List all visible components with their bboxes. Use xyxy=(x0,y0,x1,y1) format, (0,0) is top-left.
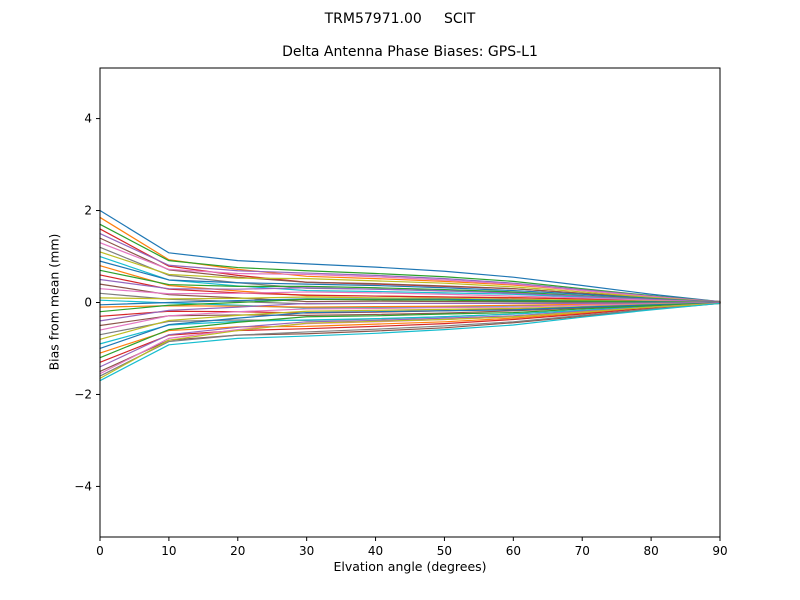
series-line-L15 xyxy=(99,278,721,303)
y-tick-label: 0 xyxy=(84,296,92,310)
series-line-L33 xyxy=(99,302,721,359)
series-line-L40 xyxy=(99,302,721,382)
x-tick-label: 0 xyxy=(96,544,104,558)
y-tick-label: −4 xyxy=(74,479,92,493)
series-line-L01 xyxy=(99,209,721,303)
series-line-L38 xyxy=(99,302,721,377)
series-line-L27 xyxy=(99,302,721,331)
series-line-L17 xyxy=(99,288,721,304)
axes-title: Delta Antenna Phase Biases: GPS-L1 xyxy=(282,44,538,60)
figure-suptitle: TRM57971.00 SCIT xyxy=(324,11,476,27)
series-line-L39 xyxy=(99,302,721,379)
x-axis-label: Elvation angle (degrees) xyxy=(333,559,487,574)
x-tick-label: 60 xyxy=(506,544,521,558)
series-line-L14 xyxy=(99,274,721,303)
series-line-L26 xyxy=(99,302,721,327)
series-line-L03 xyxy=(99,223,721,303)
x-tick-label: 30 xyxy=(299,544,314,558)
series-line-L36 xyxy=(99,302,721,373)
series-line-L30 xyxy=(99,302,721,345)
series-line-L07 xyxy=(99,242,721,303)
x-tick-label: 90 xyxy=(712,544,727,558)
series-line-L22 xyxy=(99,301,721,308)
series-line-L11 xyxy=(99,260,721,303)
series-line-L34 xyxy=(99,302,721,363)
y-tick-label: 4 xyxy=(84,112,92,126)
x-tick-label: 10 xyxy=(161,544,176,558)
x-tick-label: 70 xyxy=(575,544,590,558)
x-tick-label: 20 xyxy=(230,544,245,558)
series-line-L31 xyxy=(99,302,721,350)
x-tick-label: 40 xyxy=(368,544,383,558)
y-tick-label: −2 xyxy=(74,387,92,401)
series-line-L19 xyxy=(99,296,721,304)
series-line-L25 xyxy=(99,301,721,322)
x-tick-label: 80 xyxy=(643,544,658,558)
y-tick-label: 2 xyxy=(84,204,92,218)
series-line-L10 xyxy=(99,255,721,303)
x-tick-label: 50 xyxy=(437,544,452,558)
series-line-L23 xyxy=(99,298,721,313)
series-line-L05 xyxy=(99,232,721,303)
series-line-L09 xyxy=(99,251,721,303)
series-line-L06 xyxy=(99,237,721,303)
series-line-L32 xyxy=(99,302,721,354)
